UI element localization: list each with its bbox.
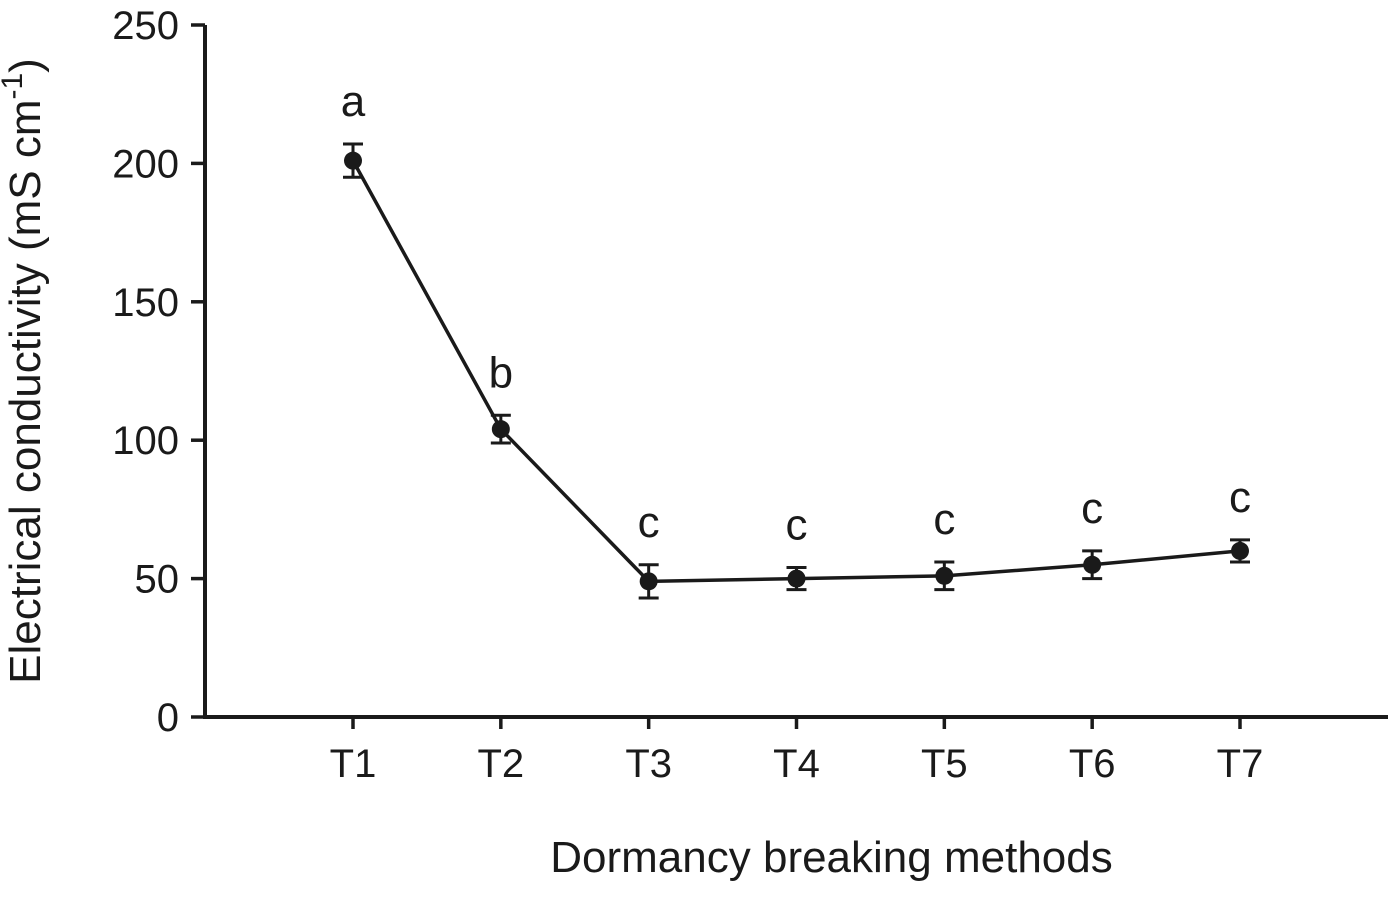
y-tick-label: 250 — [112, 4, 179, 48]
x-axis-title: Dormancy breaking methods — [550, 833, 1112, 882]
x-tick-label: T7 — [1217, 742, 1264, 786]
data-point — [491, 420, 510, 439]
y-tick-label: 50 — [135, 558, 180, 602]
significance-letter: c — [786, 501, 808, 550]
significance-letter: b — [489, 348, 513, 397]
data-point — [639, 572, 658, 591]
significance-letter: c — [933, 495, 955, 544]
y-tick-label: 200 — [112, 142, 179, 186]
significance-letter: a — [341, 77, 366, 126]
x-tick-label: T2 — [477, 742, 524, 786]
y-tick-label: 100 — [112, 419, 179, 463]
data-point — [935, 566, 954, 585]
x-tick-label: T3 — [625, 742, 672, 786]
significance-letter: c — [1229, 473, 1251, 522]
data-point — [787, 569, 806, 588]
x-tick-label: T5 — [921, 742, 968, 786]
x-tick-label: T6 — [1069, 742, 1116, 786]
significance-letter: c — [638, 498, 660, 547]
data-point — [344, 151, 362, 170]
x-tick-label: T4 — [773, 742, 820, 786]
data-point — [1083, 555, 1102, 574]
x-tick-label: T1 — [330, 742, 377, 786]
y-tick-label: 0 — [157, 696, 179, 740]
y-tick-label: 150 — [112, 281, 179, 325]
data-point — [1231, 541, 1249, 560]
y-axis-title: Electrical conductivity (mS cm-1) — [0, 58, 50, 684]
significance-letter: c — [1081, 484, 1103, 533]
